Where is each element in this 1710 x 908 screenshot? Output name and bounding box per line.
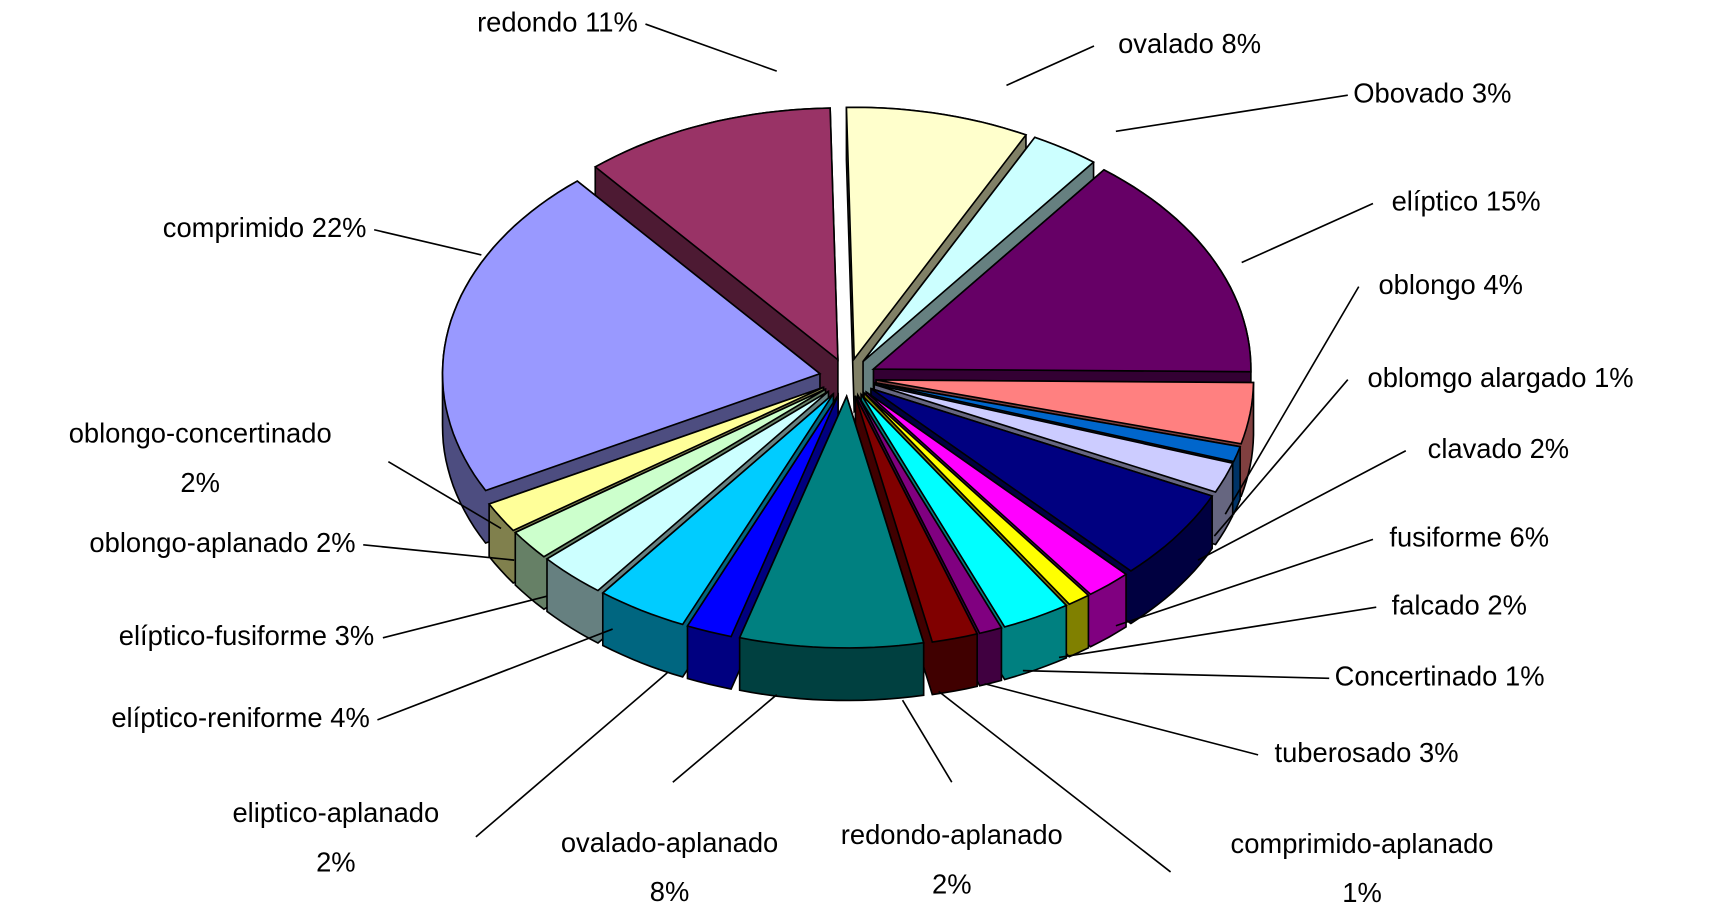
value-label: 1% <box>1594 362 1634 393</box>
value-label: 2% <box>1530 433 1570 464</box>
leader-line <box>387 460 502 530</box>
slice <box>874 381 1242 463</box>
value-label: 2% <box>316 527 356 558</box>
value-label: 22% <box>312 212 367 243</box>
slice <box>545 390 830 592</box>
slice <box>686 394 839 638</box>
slice <box>513 388 826 558</box>
leader-line <box>363 543 515 561</box>
slice <box>860 393 1068 628</box>
leader-line <box>382 595 548 639</box>
value-label: 11% <box>585 6 638 37</box>
leader-line <box>373 228 482 256</box>
slice <box>870 387 1214 572</box>
slice-label: tuberosado <box>1275 737 1412 768</box>
value-label: 4% <box>1483 269 1523 300</box>
slice-label: redondo-aplanado <box>841 819 1063 850</box>
leader-line <box>672 694 778 783</box>
slice-label: elíptico-fusiforme <box>119 620 327 651</box>
slice <box>441 180 822 492</box>
slice-label: elíptico-reniforme <box>111 702 322 733</box>
slice <box>871 168 1252 373</box>
leader-line <box>1115 538 1374 627</box>
leader-line <box>1224 286 1360 515</box>
slice-label: Concertinado <box>1335 660 1498 691</box>
leader-line <box>377 628 613 721</box>
value-label: 3% <box>1472 77 1512 108</box>
value-label: 1% <box>1505 660 1545 691</box>
slice <box>863 392 1090 606</box>
slice-label: falcado <box>1392 589 1480 620</box>
leader-line <box>1241 202 1374 264</box>
value-label: 8% <box>1222 28 1262 59</box>
leader-line <box>1213 379 1349 537</box>
slice <box>593 107 839 362</box>
value-label: 2% <box>1487 589 1527 620</box>
value-label: 2% <box>316 846 356 877</box>
slice-label: oblongo-concertinado <box>69 418 332 449</box>
slice <box>845 106 1028 362</box>
slice <box>875 379 1255 445</box>
leader-line <box>938 690 1172 873</box>
leader-line <box>1197 450 1407 561</box>
slice-label: Obovado <box>1353 77 1464 108</box>
slice-label: oblongo-aplanado <box>89 527 308 558</box>
value-label: 1% <box>1342 877 1382 908</box>
value-label: 3% <box>335 620 375 651</box>
slice <box>854 395 979 643</box>
leader-line <box>901 699 953 783</box>
value-label: 4% <box>330 702 370 733</box>
pie-chart: 11% redondo ovalado 8% Obovado 3% elíptico 15% o… <box>69 6 1634 908</box>
slice-label: elíptico <box>1392 186 1479 217</box>
slice <box>862 136 1096 363</box>
slice-label: fusiforme <box>1389 522 1501 553</box>
value-label: 2% <box>180 467 220 498</box>
leader-line <box>1006 45 1095 87</box>
slice <box>738 394 925 649</box>
value-label: 3% <box>1419 737 1459 768</box>
slice-label: eliptico-aplanado <box>232 797 439 828</box>
value-label: 8% <box>650 876 690 907</box>
slice-label: comprimido-aplanado <box>1231 828 1494 859</box>
slice <box>601 393 835 626</box>
value-label: 6% <box>1509 522 1549 553</box>
value-label: 15% <box>1486 186 1541 217</box>
slice-label: clavado <box>1428 433 1522 464</box>
slice <box>865 391 1128 596</box>
slice <box>857 394 1003 635</box>
slice <box>487 386 824 532</box>
value-label: 2% <box>932 868 972 899</box>
slice-label: ovalado-aplanado <box>561 827 778 858</box>
slice-label: redondo <box>477 6 577 37</box>
leader-line <box>645 23 778 72</box>
slice-label: oblomgo alargado <box>1368 362 1587 393</box>
leader-line <box>1022 669 1330 680</box>
leader-line <box>1115 94 1348 133</box>
slice <box>873 383 1234 493</box>
slice-label: oblongo <box>1378 269 1475 300</box>
leader-line <box>1058 606 1377 659</box>
slice-label: ovalado <box>1118 28 1214 59</box>
leader-line <box>475 672 668 838</box>
slice-label: comprimido <box>163 212 304 243</box>
leader-line <box>984 682 1259 756</box>
